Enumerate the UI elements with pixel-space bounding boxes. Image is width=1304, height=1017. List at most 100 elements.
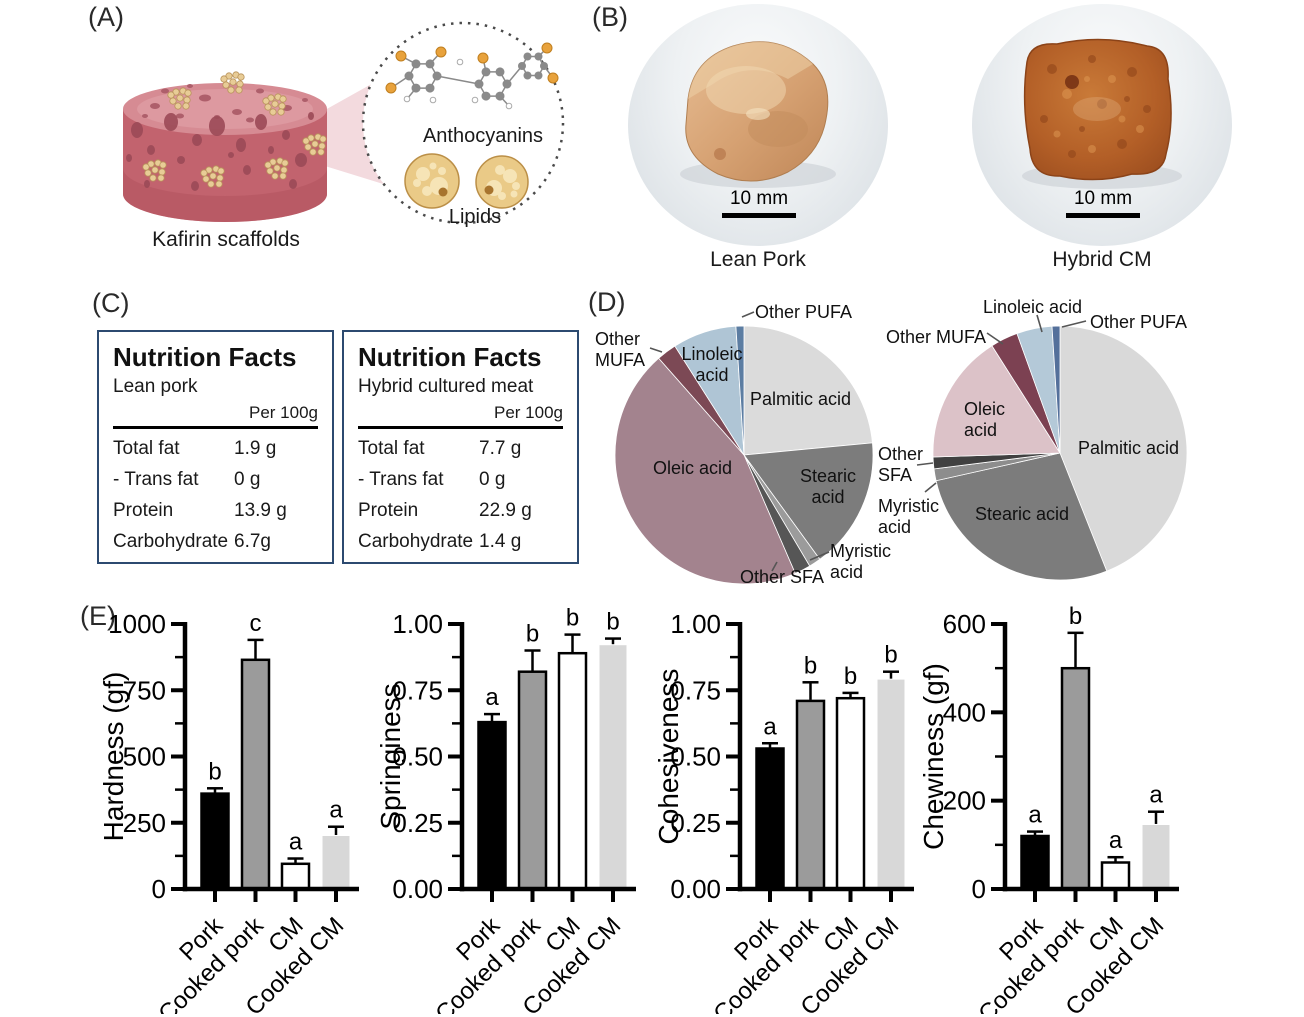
bar-pork — [1020, 834, 1050, 891]
table-row: Total fat 1.9 g — [113, 438, 318, 460]
pie-label-palmitic-acid: Palmitic acid — [1078, 438, 1180, 458]
sig-letter: a — [763, 713, 777, 740]
sig-letter: a — [329, 797, 343, 824]
row-value: 0 g — [234, 468, 261, 490]
svg-text:1.00: 1.00 — [670, 609, 721, 639]
pie-slice-oleic-acid — [614, 357, 796, 585]
scaffold-lipid-clusters — [142, 71, 327, 188]
svg-text:Hardness (gf): Hardness (gf) — [98, 672, 129, 842]
pie-label-other-sfa: Other SFA — [878, 444, 924, 486]
nutrition-subtitle: Lean pork — [113, 376, 198, 397]
table-row: Carbohydrate 6.7g — [113, 531, 318, 553]
svg-text:600: 600 — [943, 609, 986, 639]
table-row: - Trans fat 0 g — [358, 469, 563, 491]
anthocyanin-molecule-atoms — [385, 42, 559, 110]
row-value: 22.9 g — [479, 499, 532, 521]
row-label: Carbohydrate — [113, 530, 229, 552]
scaffold-cylinder — [123, 83, 327, 222]
scaffold-body-pores — [126, 112, 314, 191]
nutrition-subtitle: Hybrid cultured meat — [358, 376, 534, 397]
lean-pork-caption: Lean Pork — [710, 248, 806, 271]
row-label: Protein — [113, 499, 174, 521]
pie-label-myristic-acid: Myristic acid — [878, 496, 939, 538]
bar-pork — [200, 792, 230, 891]
nutrition-table-hybrid-cm: Nutrition Facts Hybrid cultured meat Per… — [342, 330, 579, 564]
row-label: Total fat — [358, 437, 425, 459]
row-value: 0 g — [479, 468, 506, 490]
row-label: Protein — [358, 499, 419, 521]
fatty-acid-pie-lean-pork — [614, 325, 874, 585]
bar-cooked-pork — [1060, 666, 1091, 891]
panel-b-label: (B) — [592, 2, 628, 32]
svg-text:200: 200 — [943, 786, 986, 816]
sig-letter: b — [208, 758, 221, 785]
lipid-cells — [404, 153, 529, 209]
scale-bar-line — [1066, 213, 1140, 218]
svg-text:0.00: 0.00 — [670, 874, 721, 904]
scale-bar: 10 mm — [714, 188, 804, 218]
pie-label-oleic-acid: Oleic acid — [653, 458, 733, 478]
svg-text:500: 500 — [123, 742, 166, 772]
pie-label-other-mufa: Other MUFA — [886, 327, 987, 347]
scaffold-caption: Kafirin scaffolds — [152, 228, 300, 251]
panel-d-label: (D) — [588, 287, 626, 317]
bar-cooked-pork — [517, 670, 548, 891]
pie-label-myristic-acid: Myristic acid — [830, 541, 891, 583]
svg-text:400: 400 — [943, 697, 986, 727]
sig-letter: b — [526, 621, 539, 648]
panel-a-label: (A) — [88, 2, 124, 32]
kafirin-scaffold-illustration — [123, 21, 565, 225]
svg-text:Chewiness (gf): Chewiness (gf) — [918, 663, 949, 850]
bar-pork — [755, 747, 785, 891]
fatty-acid-pie-hybrid-cm — [932, 325, 1188, 581]
table-row: - Trans fat 0 g — [113, 469, 318, 491]
row-label: - Trans fat — [113, 468, 199, 490]
nutrition-title: Nutrition Facts — [358, 342, 542, 372]
svg-text:0.75: 0.75 — [392, 675, 443, 705]
lean-pork-photo: 10 mm — [628, 4, 888, 246]
svg-text:0.00: 0.00 — [392, 874, 443, 904]
svg-text:250: 250 — [123, 808, 166, 838]
hybrid-cm-photo: 10 mm — [972, 4, 1232, 246]
bar-cm — [835, 696, 866, 891]
panel-c-label: (C) — [92, 288, 130, 318]
panel-e-label: (E) — [80, 601, 116, 631]
sig-letter: a — [1109, 827, 1123, 854]
pie-label-other-sfa: Other SFA — [740, 567, 825, 587]
sig-letter: b — [1069, 604, 1082, 630]
hybrid-cm-caption: Hybrid CM — [1052, 248, 1152, 271]
svg-text:0.50: 0.50 — [670, 742, 721, 772]
svg-text:Cohesiveness: Cohesiveness — [653, 669, 684, 845]
svg-text:750: 750 — [123, 675, 166, 705]
row-value: 7.7 g — [479, 437, 522, 459]
scale-bar-line — [722, 213, 796, 218]
nutrition-unit-header: Per 100g — [494, 403, 563, 422]
sig-letter: b — [844, 663, 857, 690]
svg-text:0.50: 0.50 — [392, 742, 443, 772]
bar-cm — [1100, 861, 1131, 891]
hybrid-cm-meat — [1022, 38, 1182, 189]
scale-bar-text: 10 mm — [1073, 188, 1133, 209]
nutrition-title: Nutrition Facts — [113, 342, 297, 372]
bar-cm — [280, 862, 311, 891]
sig-letter: a — [289, 829, 303, 856]
table-row: Total fat 7.7 g — [358, 438, 563, 460]
sig-letter: b — [804, 652, 817, 679]
row-value: 6.7g — [234, 530, 271, 552]
table-row: Protein 22.9 g — [358, 500, 563, 522]
sig-letter: b — [566, 605, 579, 632]
pie-slice-palmitic-acid — [1059, 325, 1188, 572]
lean-pork-meat — [680, 41, 836, 188]
pie-label-other-pufa: Other PUFA — [1090, 312, 1188, 332]
lipids-caption: Lipids — [448, 206, 502, 228]
svg-text:1000: 1000 — [108, 609, 166, 639]
pie-label-other-mufa: Other MUFA — [595, 329, 646, 371]
row-value: 13.9 g — [234, 499, 287, 521]
svg-text:0.25: 0.25 — [392, 808, 443, 838]
sig-letter: a — [485, 684, 499, 711]
pie-slice-other-pufa — [1051, 325, 1061, 454]
pie-label-stearic-acid: Stearic acid — [799, 466, 857, 508]
